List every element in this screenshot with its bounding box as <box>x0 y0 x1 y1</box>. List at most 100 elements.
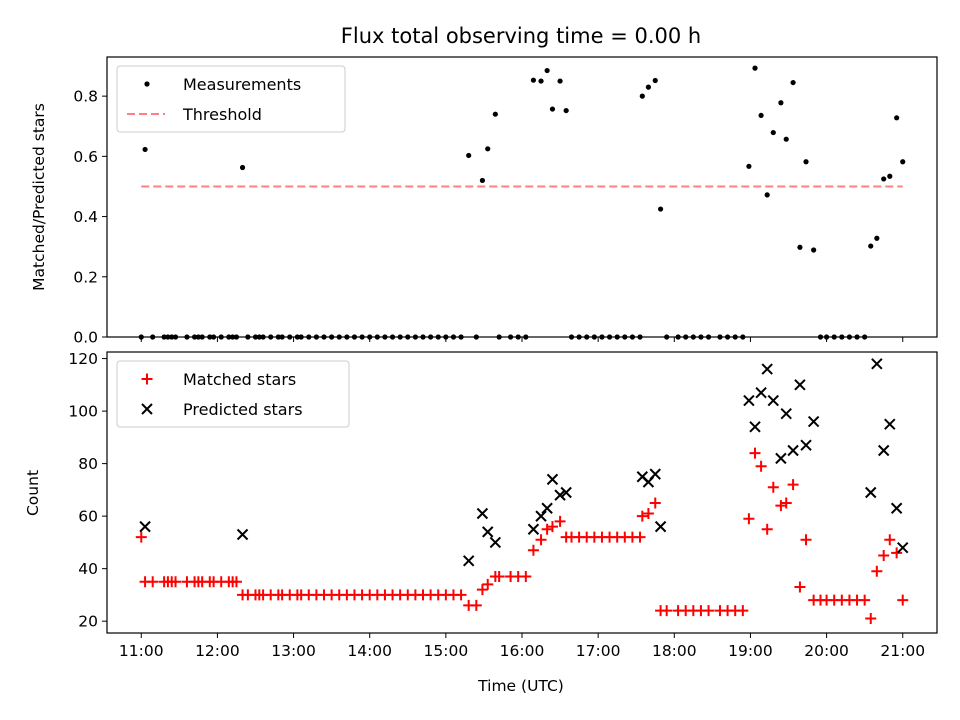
matched-point <box>794 581 806 593</box>
predicted-point <box>749 421 761 433</box>
measurement-point <box>758 112 764 119</box>
bottom-x-tick-label: 19:00 <box>728 642 773 660</box>
matched-point <box>897 594 909 606</box>
predicted-point <box>755 386 767 399</box>
predicted-point <box>775 452 787 465</box>
measurement-point <box>549 106 556 112</box>
bottom-axes-frame <box>106 351 938 634</box>
predicted-point <box>780 408 792 420</box>
predicted-point <box>877 444 890 457</box>
measurement-point <box>652 77 658 84</box>
top-legend: Measurements Threshold <box>116 65 346 133</box>
matched-point <box>546 521 558 533</box>
measurement-point <box>466 152 472 159</box>
measurement-point <box>783 136 789 142</box>
measurement-point <box>894 115 900 121</box>
predicted-point <box>236 528 249 541</box>
bottom-x-tick-label: 13:00 <box>271 642 316 660</box>
bottom-plot-area: 20 40 60 80 100 120 11:00 12:00 13:00 14:00 15:00 1… <box>68 350 938 660</box>
matched-point <box>642 508 654 520</box>
measurement-point <box>764 192 770 198</box>
top-y-tick-label: 0.8 <box>73 88 98 106</box>
predicted-point <box>743 394 755 407</box>
bottom-series-matched-stars <box>135 447 909 625</box>
predicted-point <box>560 486 572 499</box>
predicted-point <box>787 444 799 457</box>
matched-point <box>520 571 532 583</box>
measurement-point <box>479 177 486 184</box>
predicted-point <box>649 468 661 480</box>
matched-point <box>703 605 715 617</box>
bottom-legend-box <box>116 360 350 428</box>
bottom-x-tick-label: 12:00 <box>195 642 240 660</box>
bottom-x-tick-label: 20:00 <box>804 642 849 660</box>
measurement-point <box>557 78 563 84</box>
predicted-point <box>761 363 773 375</box>
predicted-point <box>897 541 909 554</box>
matched-point <box>147 576 159 588</box>
predicted-point <box>489 536 502 549</box>
predicted-point <box>554 489 566 501</box>
matched-point <box>775 500 787 512</box>
predicted-point <box>807 415 820 428</box>
measurement-point <box>790 79 796 86</box>
legend-marker-matched <box>141 373 153 385</box>
matched-point <box>767 481 779 493</box>
top-plot-area: 0.0 0.2 0.4 0.6 0.8 Measurements Threshold <box>73 56 938 347</box>
predicted-point <box>535 510 547 522</box>
matched-point <box>865 613 877 625</box>
predicted-point <box>462 555 475 567</box>
top-axes-frame <box>106 56 938 338</box>
matched-point <box>780 497 792 509</box>
measurement-point <box>485 146 491 152</box>
bottom-x-tick-label: 17:00 <box>576 642 621 660</box>
bottom-x-tick-label: 18:00 <box>652 642 697 660</box>
matched-point <box>493 571 505 583</box>
matched-point <box>527 544 539 556</box>
matched-point <box>135 531 147 543</box>
legend-label: Matched stars <box>183 370 296 389</box>
measurement-point <box>563 107 569 114</box>
measurement-point <box>752 65 758 71</box>
measurement-point <box>544 67 550 74</box>
bottom-x-tick-label: 16:00 <box>500 642 545 660</box>
measurement-point <box>538 78 544 84</box>
matched-point <box>170 576 182 588</box>
bottom-y-tick-label: 80 <box>78 455 98 473</box>
measurement-point <box>778 100 784 106</box>
bottom-y-tick-label: 120 <box>68 350 98 368</box>
matched-point <box>470 599 482 611</box>
matched-point <box>661 605 673 617</box>
bottom-y-tick-label: 40 <box>78 560 98 578</box>
predicted-point <box>482 526 494 538</box>
matched-point <box>649 497 661 509</box>
measurement-point <box>803 159 809 165</box>
matched-point <box>554 515 566 527</box>
top-y-tick-label: 0.6 <box>73 148 98 166</box>
bottom-y-tick-label: 20 <box>78 613 98 631</box>
matched-point <box>761 523 773 535</box>
predicted-point <box>767 394 779 407</box>
predicted-point <box>546 473 559 486</box>
bottom-series-predicted-stars <box>139 358 909 567</box>
bottom-x-tick-label: 21:00 <box>880 642 925 660</box>
legend-label: Predicted stars <box>183 400 303 419</box>
legend-label: Measurements <box>183 75 301 94</box>
matched-point <box>743 513 755 525</box>
matched-point <box>749 447 761 459</box>
measurement-point <box>811 247 817 253</box>
measurement-point <box>530 77 537 83</box>
bottom-x-tick-label: 11:00 <box>119 642 164 660</box>
measurement-point <box>142 146 148 153</box>
matched-point <box>482 578 494 590</box>
matched-point <box>230 576 242 588</box>
matched-point <box>878 550 890 562</box>
bottom-y-axis-label: Count <box>24 470 42 516</box>
matched-point <box>737 605 749 617</box>
measurement-point <box>239 164 246 171</box>
legend-marker-predicted <box>141 403 153 415</box>
bottom-x-axis-label: Time (UTC) <box>477 677 564 695</box>
top-y-tick-label: 0.0 <box>73 329 98 347</box>
measurement-point <box>868 243 874 249</box>
